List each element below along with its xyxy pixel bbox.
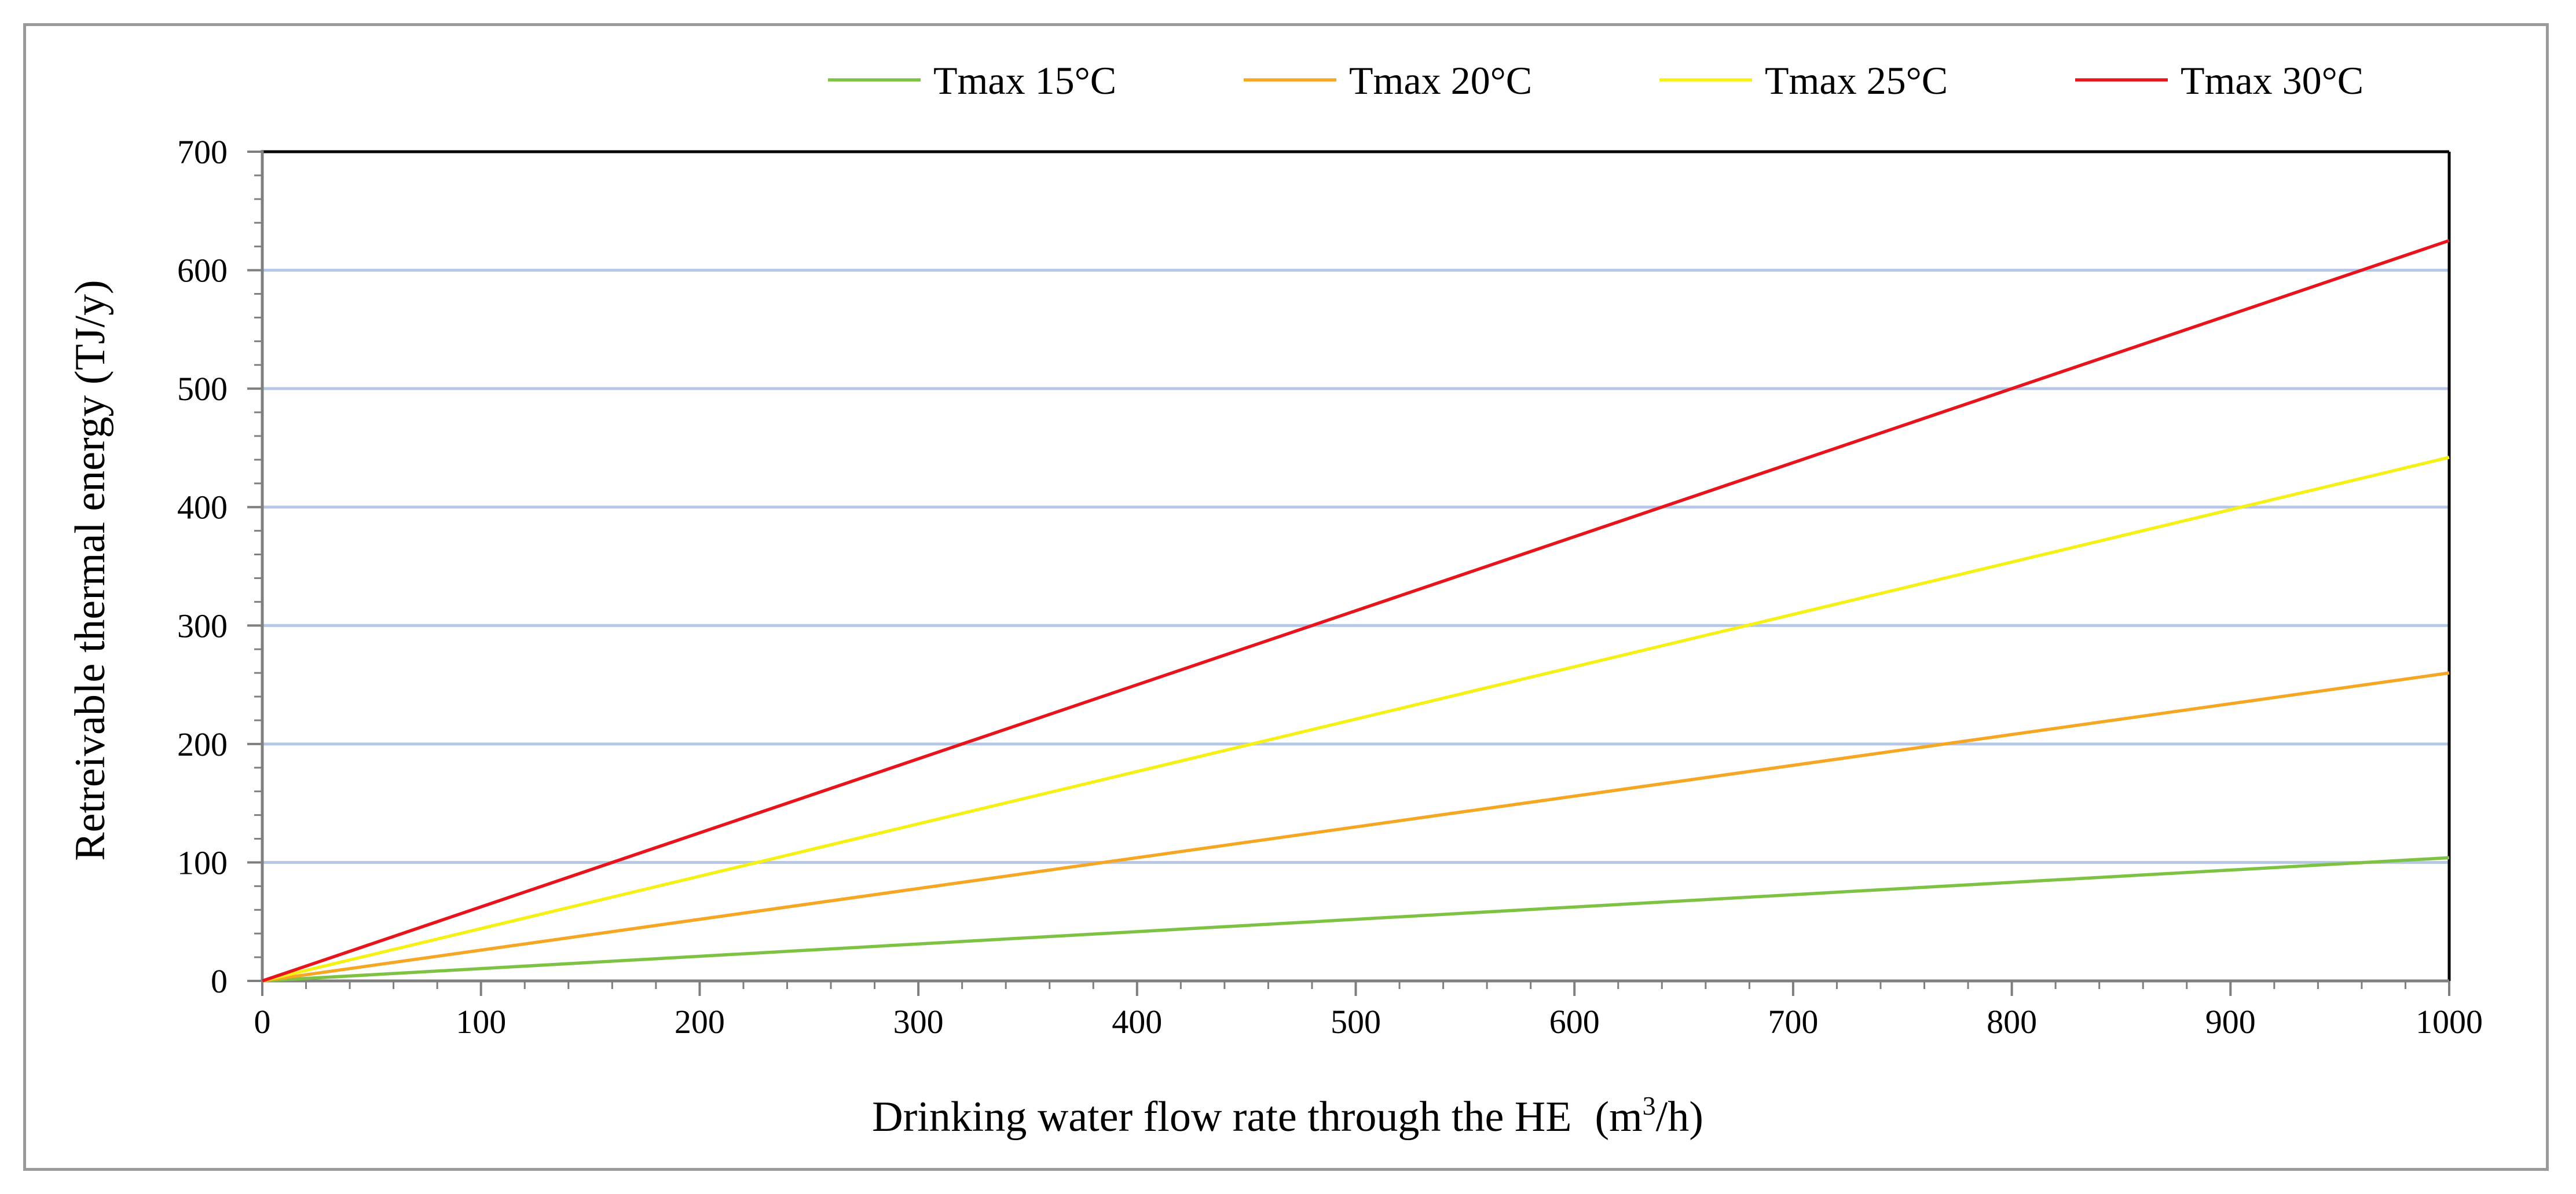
x-tick-label-800: 800 — [1987, 1003, 2037, 1041]
x-tick-label-300: 300 — [893, 1003, 944, 1041]
legend-label-1: Tmax 15°C — [933, 58, 1116, 102]
y-tick-label-500: 500 — [177, 370, 228, 408]
x-tick-label-600: 600 — [1549, 1003, 1600, 1041]
x-axis-title-unit-sup: 3 — [1643, 1091, 1656, 1120]
series-line-2 — [262, 671, 2450, 983]
x-tick-label-1000: 1000 — [2416, 1003, 2483, 1041]
axes — [247, 150, 2451, 996]
y-axis-title: Retreivable thermal energy (TJ/y) — [67, 280, 114, 860]
series-line-3 — [262, 456, 2450, 983]
y-tick-label-200: 200 — [177, 726, 228, 763]
y-tick-label-700: 700 — [177, 133, 228, 171]
legend-label-2: Tmax 20°C — [1349, 58, 1532, 102]
x-tick-label-0: 0 — [254, 1003, 271, 1041]
legend-label-4: Tmax 30°C — [2181, 58, 2364, 102]
x-tick-label-400: 400 — [1112, 1003, 1162, 1041]
y-tick-label-0: 0 — [211, 962, 228, 1000]
legend: Tmax 15°C Tmax 20°C Tmax 25°C Tmax 30°C — [828, 58, 2364, 102]
x-tick-label-700: 700 — [1768, 1003, 1818, 1041]
series-lines — [262, 239, 2450, 983]
y-tick-label-400: 400 — [177, 489, 228, 526]
legend-label-3: Tmax 25°C — [1765, 58, 1948, 102]
x-tick-label-200: 200 — [675, 1003, 725, 1041]
x-axis-title-unit-prefix: (m — [1595, 1093, 1642, 1141]
y-tick-label-100: 100 — [177, 844, 228, 881]
x-tick-labels: 0 100 200 300 400 500 600 700 800 900 1000 — [254, 1003, 2483, 1041]
x-axis-title: Drinking water flow rate through the HE (… — [872, 1091, 1703, 1141]
x-tick-label-500: 500 — [1331, 1003, 1381, 1041]
y-tick-labels: 0 100 200 300 400 500 600 700 — [177, 133, 228, 1000]
x-axis-title-text: Drinking water flow rate through the HE — [872, 1093, 1571, 1141]
series-line-1 — [262, 856, 2450, 983]
x-tick-label-100: 100 — [456, 1003, 506, 1041]
y-tick-label-600: 600 — [177, 252, 228, 290]
gridlines — [262, 269, 2449, 864]
series-line-4 — [262, 239, 2450, 983]
y-tick-label-300: 300 — [177, 607, 228, 644]
x-tick-label-900: 900 — [2205, 1003, 2256, 1041]
x-axis-title-unit-suffix: /h) — [1656, 1093, 1703, 1141]
